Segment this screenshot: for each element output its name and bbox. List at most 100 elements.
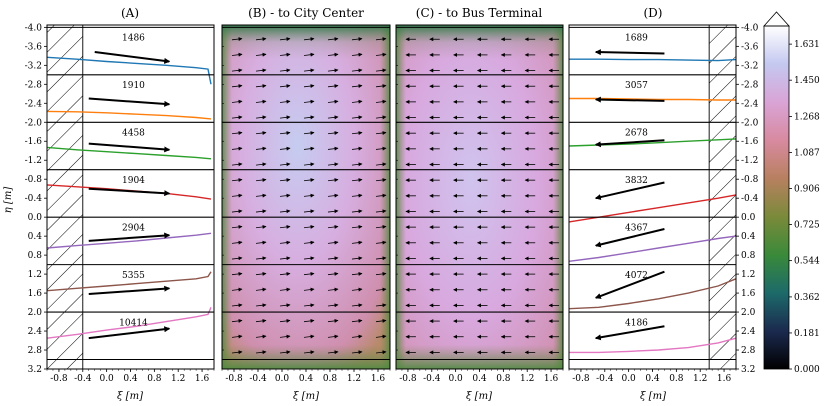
quiver-arrow bbox=[327, 240, 339, 245]
quiver-arrow bbox=[327, 84, 339, 89]
quiver-arrow bbox=[231, 115, 243, 120]
count-label-lane5: 4367 bbox=[625, 223, 648, 233]
quiver-arrow bbox=[231, 177, 243, 182]
quiver-arrow bbox=[327, 287, 339, 292]
trajectory-line-lane5 bbox=[568, 235, 737, 262]
quiver-arrow bbox=[303, 287, 315, 292]
direction-arrow-lane5 bbox=[594, 228, 665, 248]
x-tick-label: 1.2 bbox=[520, 374, 534, 384]
y-tick-label: 2.8 bbox=[28, 346, 43, 356]
y-tick-label: -3.6 bbox=[25, 42, 43, 52]
count-label-lane7: 10414 bbox=[119, 318, 148, 328]
colorbar-gradient bbox=[764, 26, 789, 369]
quiver-arrow bbox=[303, 37, 315, 42]
quiver-arrow bbox=[279, 115, 291, 120]
quiver-arrow bbox=[351, 162, 363, 167]
quiver-arrow bbox=[255, 84, 267, 89]
quiver-arrow bbox=[255, 287, 267, 292]
quiver-arrow bbox=[375, 68, 387, 73]
count-label-lane2: 3057 bbox=[625, 81, 648, 91]
direction-arrow-lane1 bbox=[94, 51, 171, 64]
direction-arrow-lane4 bbox=[88, 187, 171, 197]
x-tick-label: 0.0 bbox=[99, 374, 114, 384]
quiver-arrow bbox=[375, 240, 387, 245]
quiver-arrow bbox=[375, 115, 387, 120]
y-tick-label: 0.4 bbox=[28, 232, 43, 242]
quiver-arrow bbox=[303, 131, 315, 135]
quiver-arrow bbox=[303, 303, 315, 308]
quiver-arrow bbox=[303, 146, 315, 151]
x-tick-label: 0.4 bbox=[299, 374, 314, 384]
quiver-arrow bbox=[375, 37, 387, 42]
quiver-arrow bbox=[327, 37, 339, 42]
y-tick-label: 3.2 bbox=[28, 365, 42, 375]
quiver-arrow bbox=[279, 303, 291, 308]
quiver-arrow bbox=[279, 37, 291, 42]
quiver-arrow bbox=[303, 318, 315, 323]
panel-title-b: (B) - to City Center bbox=[248, 6, 364, 20]
quiver-arrow bbox=[255, 334, 267, 339]
quiver-arrow bbox=[351, 334, 363, 339]
y-tick-label: -1.6 bbox=[25, 137, 43, 147]
quiver-arrow bbox=[231, 334, 243, 339]
direction-arrow-lane6 bbox=[88, 285, 171, 296]
quiver-arrow bbox=[255, 37, 267, 42]
quiver-arrow bbox=[231, 162, 243, 167]
trajectory-line-lane5 bbox=[46, 232, 212, 249]
quiver-arrow bbox=[303, 256, 315, 261]
x-tick-label: 0.8 bbox=[323, 374, 338, 384]
direction-arrow-lane6 bbox=[594, 270, 665, 299]
y-tick-label: 2.4 bbox=[28, 327, 43, 337]
hatch-region-a bbox=[47, 25, 83, 369]
x-tick-label: 0.0 bbox=[621, 374, 636, 384]
panel-title-a: (A) bbox=[121, 6, 139, 20]
direction-arrow-lane2 bbox=[594, 96, 665, 103]
colorbar-frame bbox=[763, 25, 790, 370]
quiver-arrow bbox=[351, 84, 363, 89]
quiver-arrow bbox=[255, 131, 267, 135]
colorbar-tick-label: 1.450 bbox=[794, 76, 820, 86]
quiver-arrow bbox=[375, 287, 387, 292]
y-tick-label: -1.6 bbox=[741, 137, 759, 147]
y-tick-label: -2.8 bbox=[25, 80, 43, 90]
quiver-arrow bbox=[231, 271, 243, 276]
quiver-arrow bbox=[327, 162, 339, 167]
quiver-arrow bbox=[351, 52, 363, 57]
colorbar-tick-label: 1.631 bbox=[794, 40, 820, 50]
colorbar: 0.000 0.181 0.362 0.544 0.725 0.906 1.087 1.268… bbox=[763, 11, 820, 375]
quiver-arrow bbox=[255, 68, 267, 73]
direction-arrow-lane7 bbox=[594, 325, 665, 341]
quiver-arrow bbox=[231, 146, 243, 151]
quiver-arrow bbox=[303, 334, 315, 339]
trajectory-line-lane7 bbox=[569, 337, 737, 354]
quiver-arrow bbox=[327, 224, 339, 229]
quiver-arrow bbox=[327, 99, 339, 104]
direction-arrow-lane2 bbox=[88, 97, 171, 107]
colorbar-extend-triangle bbox=[763, 11, 790, 27]
quiver-arrow bbox=[327, 146, 339, 151]
quiver-arrow bbox=[255, 303, 267, 308]
direction-arrow-lane4 bbox=[594, 181, 665, 200]
count-label-lane6: 5355 bbox=[122, 271, 145, 281]
colorbar-tick-label: 0.725 bbox=[794, 221, 820, 231]
quiver-arrow bbox=[375, 209, 387, 214]
x-axis-label-d: ξ [m] bbox=[640, 391, 666, 402]
quiver-arrow bbox=[255, 146, 267, 151]
trajectory-line-lane6 bbox=[46, 271, 212, 292]
y-tick-label: -0.8 bbox=[741, 175, 759, 185]
direction-arrow-lane7 bbox=[88, 326, 171, 340]
quiver-arrow bbox=[303, 224, 315, 229]
quiver-arrow bbox=[351, 99, 363, 104]
colorbar-tick-label: 0.544 bbox=[794, 257, 820, 267]
trajectory-line-lane1 bbox=[46, 56, 212, 85]
quiver-arrow bbox=[303, 84, 315, 89]
x-tick-label: 1.6 bbox=[195, 374, 210, 384]
quiver-arrow bbox=[279, 68, 291, 73]
x-tick-label: -0.8 bbox=[399, 374, 417, 384]
quiver-arrow bbox=[351, 115, 363, 120]
y-tick-label: -4.0 bbox=[741, 23, 759, 33]
quiver-arrow bbox=[375, 131, 387, 135]
quiver-arrow bbox=[303, 193, 315, 198]
trajectory-line-lane7 bbox=[46, 307, 212, 339]
x-tick-label: 1.2 bbox=[171, 374, 185, 384]
